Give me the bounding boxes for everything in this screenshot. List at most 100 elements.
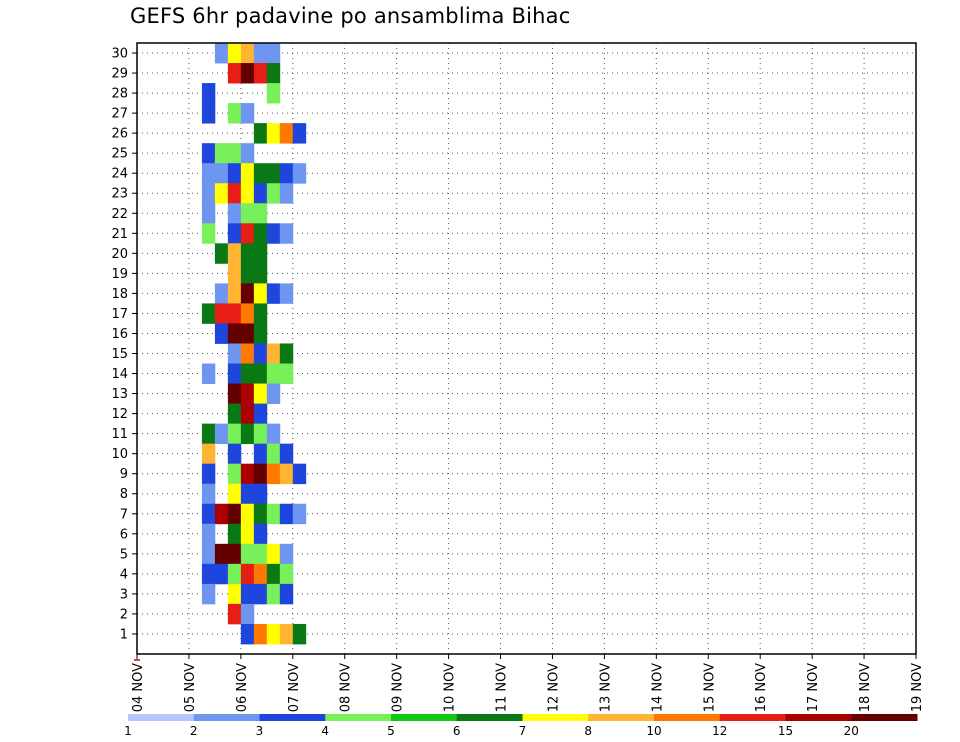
precip-cell: [266, 363, 281, 384]
y-tick-label: 23: [111, 187, 128, 202]
precip-cell: [266, 223, 281, 244]
precip-cell: [240, 143, 255, 164]
precip-cell: [227, 563, 242, 585]
legend-label: 20: [844, 724, 859, 738]
precip-cell: [253, 543, 268, 565]
precip-cell: [292, 623, 307, 645]
precip-cell: [240, 363, 255, 384]
precip-cell: [253, 503, 268, 525]
y-tick-label: 6: [120, 527, 128, 542]
precip-cell: [201, 363, 216, 384]
precip-cell: [266, 343, 281, 364]
precip-cell: [240, 103, 255, 124]
precip-cell: [266, 163, 281, 184]
precip-cell: [227, 403, 242, 425]
y-tick-label: 29: [111, 67, 128, 82]
precip-cell: [279, 163, 294, 184]
precip-cell: [201, 183, 216, 204]
legend-swatch: [654, 714, 721, 721]
precip-cell: [227, 323, 242, 344]
y-tick-label: 16: [111, 327, 128, 342]
precip-cell: [279, 463, 294, 485]
precip-cell: [240, 263, 255, 284]
y-tick-label: 2: [120, 607, 128, 622]
precip-cell: [266, 563, 281, 585]
precip-cell: [253, 43, 268, 64]
x-tick-label: 18 NOV: [858, 663, 873, 712]
y-tick-label: 17: [111, 307, 128, 322]
precip-cell: [266, 423, 281, 445]
precip-cell: [253, 263, 268, 284]
y-tick-label: 21: [111, 227, 128, 242]
precip-cell: [253, 123, 268, 144]
x-tick-label: 17 NOV: [806, 663, 821, 712]
precip-cell: [214, 283, 229, 304]
x-tick-label: 14 NOV: [650, 663, 665, 712]
precip-cell: [227, 203, 242, 224]
legend-label: 4: [321, 724, 329, 738]
precip-cell: [279, 363, 294, 384]
y-tick-label: 20: [111, 247, 128, 262]
precip-cell: [240, 623, 255, 645]
precip-cell: [279, 503, 294, 525]
precip-cell: [227, 243, 242, 264]
y-tick-label: 8: [120, 487, 128, 502]
legend-swatch: [325, 714, 392, 721]
legend-swatch: [259, 714, 326, 721]
precip-cell: [279, 543, 294, 565]
x-tick-label: 10 NOV: [443, 663, 458, 712]
precip-cell: [227, 63, 242, 84]
y-tick-label: 13: [111, 387, 128, 402]
precip-cells: [201, 43, 307, 645]
y-tick-label: 18: [111, 287, 128, 302]
precip-cell: [214, 323, 229, 344]
precip-cell: [201, 423, 216, 445]
y-tick-label: 27: [111, 107, 128, 122]
precip-cell: [201, 583, 216, 605]
legend-swatch: [128, 714, 195, 721]
x-tick-label: 06 NOV: [235, 663, 250, 712]
precip-cell: [227, 223, 242, 244]
precip-cell: [253, 63, 268, 84]
x-tick-label: 13 NOV: [598, 663, 613, 712]
precip-cell: [240, 323, 255, 344]
precip-cell: [227, 183, 242, 204]
precip-cell: [214, 163, 229, 184]
precip-cell: [253, 383, 268, 404]
precip-cell: [253, 403, 268, 425]
x-tick-label: 16 NOV: [754, 663, 769, 712]
y-axis: 1234567891011121314151617181920212223242…: [111, 47, 137, 642]
x-tick-label: 05 NOV: [183, 663, 198, 712]
precip-cell: [253, 163, 268, 184]
precip-cell: [227, 143, 242, 164]
precip-cell: [227, 463, 242, 485]
precip-cell: [240, 503, 255, 525]
x-axis: 04 NOV 05 NOV 06 NOV 07 NOV 08 NOV 09 NOV 10 N…: [131, 654, 925, 712]
precip-cell: [240, 383, 255, 404]
precip-cell: [253, 323, 268, 344]
precip-cell: [266, 443, 281, 465]
precip-cell: [253, 423, 268, 445]
precip-cell: [240, 63, 255, 84]
legend-label: 12: [712, 724, 727, 738]
precip-cell: [266, 63, 281, 84]
precip-cell: [253, 343, 268, 364]
x-tick-label: 15 NOV: [702, 663, 717, 712]
precip-cell: [240, 543, 255, 565]
legend-swatch: [391, 714, 458, 721]
legend-label: 6: [453, 724, 461, 738]
precip-cell: [227, 583, 242, 605]
y-tick-label: 9: [120, 467, 128, 482]
precip-cell: [266, 623, 281, 645]
precip-cell: [279, 443, 294, 465]
precip-cell: [266, 383, 281, 404]
precip-cell: [201, 563, 216, 585]
legend-label: 15: [778, 724, 793, 738]
legend-label: 1: [124, 724, 132, 738]
y-tick-label: 28: [111, 87, 128, 102]
precip-cell: [292, 503, 307, 525]
x-tick-label: 08 NOV: [339, 663, 354, 712]
x-tick-label: 09 NOV: [391, 663, 406, 712]
precip-cell: [279, 343, 294, 364]
precip-cell: [214, 543, 229, 565]
